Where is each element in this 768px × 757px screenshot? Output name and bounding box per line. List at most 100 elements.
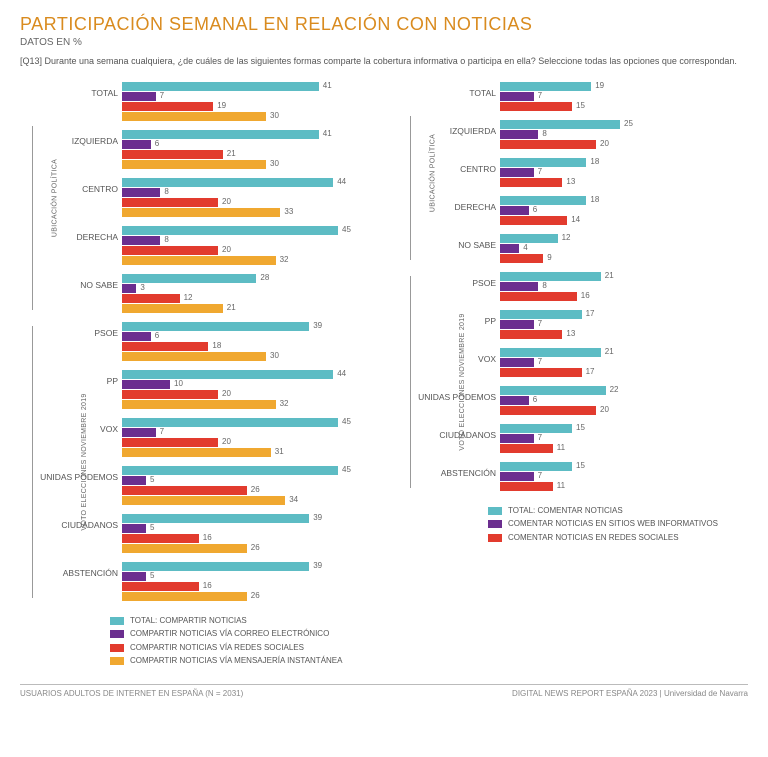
- legend-swatch: [488, 520, 502, 528]
- bar-set: 4162130: [122, 130, 362, 170]
- bar: [122, 304, 223, 313]
- bar: [122, 438, 218, 447]
- bar-value: 17: [586, 309, 595, 318]
- bar-value: 26: [251, 543, 260, 552]
- row-group: IZQUIERDA25820: [416, 120, 748, 150]
- bar-value: 9: [547, 253, 551, 262]
- row-label: UNIDAS PODEMOS: [416, 386, 500, 402]
- legend-item: COMPARTIR NOTICIAS VÍA MENSAJERÍA INSTAN…: [110, 656, 370, 666]
- row-group: IZQUIERDA4162130: [38, 130, 370, 170]
- bar-wrap: 30: [122, 160, 362, 169]
- bar-wrap: 3: [122, 284, 362, 293]
- bar-value: 5: [150, 523, 154, 532]
- section-label: UBICACIÓN POLÍTICA: [52, 159, 59, 237]
- bar-wrap: 7: [500, 92, 740, 101]
- bar-value: 45: [342, 465, 351, 474]
- bar-value: 26: [251, 591, 260, 600]
- row-label: VOX: [416, 348, 500, 364]
- bar: [500, 472, 534, 481]
- bar-value: 7: [538, 167, 542, 176]
- section-label: UBICACIÓN POLÍTICA: [430, 134, 437, 212]
- bar-value: 30: [270, 159, 279, 168]
- bar-wrap: 20: [500, 406, 740, 415]
- bar-set: 15711: [500, 424, 740, 454]
- bar-value: 7: [538, 357, 542, 366]
- question-text: [Q13] Durante una semana cualquiera, ¿de…: [20, 56, 748, 68]
- bar-wrap: 26: [122, 486, 362, 495]
- bar-wrap: 8: [122, 188, 362, 197]
- bar-wrap: 16: [122, 534, 362, 543]
- bar-value: 13: [566, 177, 575, 186]
- bar-value: 39: [313, 513, 322, 522]
- bar-value: 8: [164, 187, 168, 196]
- bar-value: 8: [542, 129, 546, 138]
- bar-set: 3951626: [122, 562, 362, 602]
- bar: [122, 514, 309, 523]
- row-label: PSOE: [416, 272, 500, 288]
- bar-wrap: 6: [500, 396, 740, 405]
- bar: [122, 562, 309, 571]
- bar-value: 7: [538, 91, 542, 100]
- row-label: CIUDADANOS: [416, 424, 500, 440]
- legend-swatch: [110, 644, 124, 652]
- footer-left: USUARIOS ADULTOS DE INTERNET EN ESPAÑA (…: [20, 689, 243, 698]
- bar-wrap: 13: [500, 178, 740, 187]
- bar: [122, 592, 247, 601]
- bar-value: 33: [284, 207, 293, 216]
- bar-wrap: 13: [500, 330, 740, 339]
- bar-set: 18713: [500, 158, 740, 188]
- bar-value: 45: [342, 417, 351, 426]
- bar-set: 4482033: [122, 178, 362, 218]
- bar-value: 39: [313, 321, 322, 330]
- legend-swatch: [488, 534, 502, 542]
- left-column: UBICACIÓN POLÍTICATOTAL4171930IZQUIERDA4…: [20, 82, 370, 670]
- row-label: CIUDADANOS: [38, 514, 122, 530]
- bar-wrap: 16: [500, 292, 740, 301]
- chart-section: UBICACIÓN POLÍTICATOTAL4171930IZQUIERDA4…: [20, 82, 370, 314]
- legend-item: TOTAL: COMPARTIR NOTICIAS: [110, 616, 370, 626]
- section-divider: [410, 276, 411, 488]
- bar: [122, 534, 199, 543]
- row-label: NO SABE: [416, 234, 500, 250]
- bar-wrap: 30: [122, 352, 362, 361]
- bar: [122, 428, 156, 437]
- bar: [500, 158, 586, 167]
- bar-wrap: 21: [122, 150, 362, 159]
- row-group: PSOE3961830: [38, 322, 370, 362]
- bar: [122, 188, 160, 197]
- bar-value: 6: [155, 139, 159, 148]
- bar: [122, 496, 285, 505]
- bar-value: 31: [275, 447, 284, 456]
- bar-wrap: 19: [122, 102, 362, 111]
- bar: [122, 572, 146, 581]
- bar-set: 25820: [500, 120, 740, 150]
- bar: [500, 330, 562, 339]
- bar: [500, 368, 582, 377]
- bar: [122, 112, 266, 121]
- bar-wrap: 32: [122, 400, 362, 409]
- bar-set: 21816: [500, 272, 740, 302]
- bar-wrap: 8: [500, 282, 740, 291]
- bar-wrap: 7: [122, 92, 362, 101]
- bar: [500, 82, 591, 91]
- row-group: DERECHA4582032: [38, 226, 370, 266]
- bar-set: 18614: [500, 196, 740, 226]
- bar-value: 15: [576, 423, 585, 432]
- bar-set: 21717: [500, 348, 740, 378]
- bar: [500, 358, 534, 367]
- bar-wrap: 6: [122, 140, 362, 149]
- bar: [122, 274, 256, 283]
- legend-item: COMENTAR NOTICIAS EN SITIOS WEB INFORMAT…: [488, 519, 748, 529]
- bar: [122, 544, 247, 553]
- bar: [122, 236, 160, 245]
- bar-value: 16: [203, 581, 212, 590]
- bar-set: 4171930: [122, 82, 362, 122]
- bar: [500, 444, 553, 453]
- bar: [500, 244, 519, 253]
- bar-value: 7: [538, 319, 542, 328]
- bar-value: 12: [184, 293, 193, 302]
- bar-wrap: 45: [122, 466, 362, 475]
- bar-value: 6: [155, 331, 159, 340]
- bar: [122, 160, 266, 169]
- row-label: PSOE: [38, 322, 122, 338]
